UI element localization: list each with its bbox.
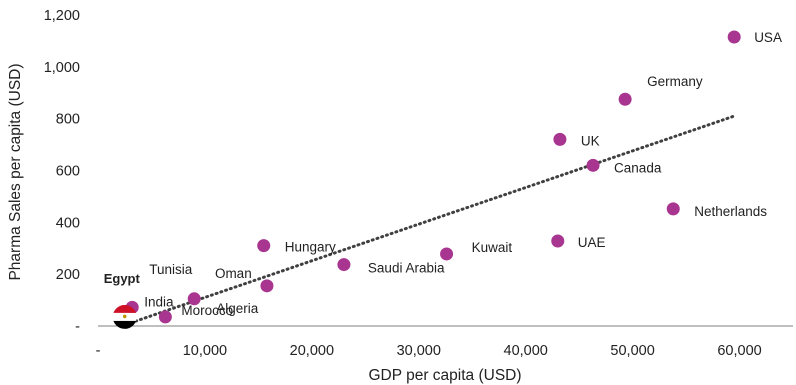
y-tick-label: 1,000 [44, 60, 80, 76]
data-point [187, 292, 201, 306]
point-label: USA [754, 30, 782, 45]
point-label: India [144, 294, 174, 309]
x-tick-label: 50,000 [610, 343, 654, 359]
point-label: Oman [215, 266, 252, 281]
points-group [112, 30, 741, 329]
data-point [666, 202, 680, 216]
point-label: Hungary [285, 240, 336, 255]
point-label: UK [581, 133, 600, 148]
data-point [618, 92, 632, 106]
x-tick-label: 60,000 [717, 343, 761, 359]
data-point [260, 279, 274, 293]
point-label: Algeria [216, 301, 259, 316]
point-label: Kuwait [472, 240, 513, 255]
y-tick-label: - [75, 319, 80, 335]
data-point [553, 132, 567, 146]
trendline-group [120, 114, 736, 328]
x-tick-label: 40,000 [504, 343, 548, 359]
data-point [257, 239, 271, 253]
y-tick-label: 1,200 [44, 8, 80, 24]
point-label: Morocco [181, 303, 233, 318]
x-tick-label: 20,000 [290, 343, 334, 359]
flag-red-band [112, 304, 137, 313]
data-point [727, 30, 741, 44]
flag-black-band [112, 320, 137, 329]
data-point [337, 258, 351, 272]
point-label: Saudi Arabia [368, 261, 445, 276]
y-tick-label: 600 [56, 164, 80, 180]
data-point [586, 158, 600, 172]
flag-eagle-mark [122, 314, 127, 319]
point-label: Canada [614, 160, 662, 175]
y-axis-title: Pharma Sales per capita (USD) [7, 63, 24, 280]
point-label: Tunisia [149, 262, 193, 277]
egypt-flag-icon [112, 304, 137, 329]
point-labels-group: USA Germany UK Canada Netherlands UAE Kuwait Sa… [104, 30, 782, 318]
axes: - 10,000 20,000 30,000 40,000 50,000 60,000 - 20… [44, 8, 793, 359]
x-axis-title: GDP per capita (USD) [368, 367, 521, 384]
data-point [551, 234, 565, 248]
point-label: Netherlands [694, 204, 767, 219]
x-tick-label: 30,000 [397, 343, 441, 359]
x-tick-label: 10,000 [183, 343, 227, 359]
y-tick-label: 200 [56, 267, 80, 283]
point-label: Germany [647, 74, 703, 89]
data-point [158, 310, 172, 324]
point-label: UAE [578, 235, 606, 250]
point-label: Egypt [104, 271, 141, 286]
y-tick-label: 800 [56, 112, 80, 128]
trendline [120, 114, 736, 328]
y-tick-label: 400 [56, 215, 80, 231]
x-tick-label: - [96, 343, 101, 359]
data-point [440, 247, 454, 261]
